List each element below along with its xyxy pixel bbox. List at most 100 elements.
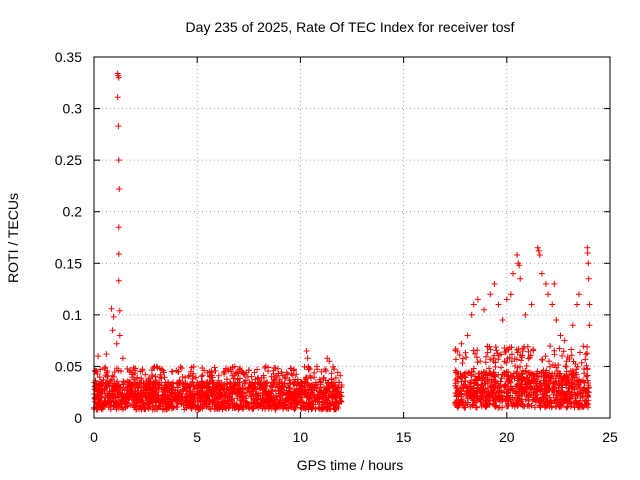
roti-point (245, 401, 252, 408)
roti-point (221, 368, 228, 375)
roti-point (570, 358, 577, 365)
roti-point (332, 375, 339, 381)
roti-point (109, 393, 116, 400)
roti-point (151, 406, 158, 413)
roti-point (196, 387, 203, 394)
roti-point (550, 362, 556, 368)
roti-point (145, 405, 152, 412)
roti-point (183, 404, 190, 411)
roti-point (114, 94, 121, 101)
roti-point (508, 358, 515, 365)
roti-point (132, 365, 139, 372)
roti-point (562, 390, 568, 397)
roti-point (115, 157, 122, 164)
roti-point (278, 369, 285, 375)
roti-point (525, 401, 532, 408)
roti-point (459, 355, 466, 362)
roti-point (116, 307, 123, 314)
roti-point (543, 392, 550, 399)
roti-point (110, 313, 117, 320)
roti-point (138, 402, 145, 409)
roti-point (536, 252, 543, 258)
roti-point (581, 384, 588, 391)
roti-point (102, 372, 109, 379)
roti-point (129, 374, 135, 381)
roti-point (549, 380, 556, 387)
roti-point (542, 386, 549, 393)
roti-point (287, 365, 294, 372)
roti-point (169, 386, 176, 393)
roti-point (240, 403, 247, 410)
roti-point (454, 404, 461, 411)
roti-point (510, 370, 517, 377)
roti-point (509, 394, 516, 401)
roti-point (182, 400, 189, 407)
roti-point (95, 396, 102, 403)
roti-point (283, 396, 290, 403)
roti-point (323, 367, 329, 374)
roti-point (493, 347, 500, 354)
roti-point (538, 385, 545, 392)
roti-point (491, 379, 498, 386)
roti-point (229, 364, 236, 371)
roti-point (531, 375, 538, 382)
roti-point (188, 397, 195, 403)
roti-point (271, 364, 278, 371)
roti-point (578, 403, 585, 410)
roti-point (169, 384, 176, 390)
roti-point (553, 317, 560, 323)
roti-point (102, 400, 109, 407)
roti-point (295, 389, 302, 396)
roti-point (149, 373, 156, 380)
roti-point (472, 350, 478, 357)
roti-point (489, 371, 496, 378)
roti-point (464, 332, 471, 339)
roti-point (481, 306, 488, 313)
roti-point (527, 354, 533, 361)
roti-point (541, 372, 548, 379)
roti-point (485, 380, 491, 387)
roti-point (169, 368, 176, 375)
roti-point (272, 387, 279, 394)
roti-point (501, 382, 508, 389)
roti-point (574, 377, 581, 384)
roti-point (331, 382, 338, 389)
roti-point (168, 381, 175, 388)
roti-point (521, 389, 528, 396)
roti-point (261, 383, 268, 390)
roti-point (505, 396, 512, 403)
roti-point (114, 378, 121, 385)
roti-point (487, 346, 494, 353)
roti-point (182, 374, 189, 381)
roti-point (492, 397, 499, 404)
roti-point (542, 381, 549, 388)
roti-point (334, 369, 341, 376)
roti-point (474, 359, 481, 366)
roti-point (263, 397, 270, 404)
roti-point (547, 343, 554, 349)
roti-point (274, 365, 281, 372)
roti-point (582, 356, 589, 363)
roti-point (496, 389, 503, 395)
roti-point (159, 406, 166, 413)
roti-point (517, 363, 523, 370)
roti-point (534, 244, 541, 251)
roti-point (556, 373, 563, 380)
roti-point (585, 380, 592, 386)
roti-point (247, 392, 254, 398)
roti-point (225, 394, 232, 401)
y-tick-label: 0.25 (55, 152, 82, 168)
roti-point (580, 343, 587, 350)
roti-point (516, 397, 523, 404)
roti-point (254, 366, 261, 373)
roti-point (466, 388, 473, 395)
roti-point (495, 301, 502, 308)
roti-point (577, 349, 583, 356)
roti-point (114, 401, 121, 408)
roti-point (524, 343, 531, 350)
roti-point (320, 405, 327, 412)
roti-point (212, 368, 219, 374)
roti-point (506, 354, 513, 361)
roti-point (584, 244, 591, 251)
